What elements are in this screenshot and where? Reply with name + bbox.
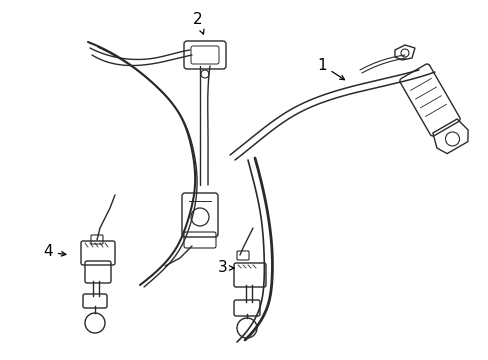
Text: 4: 4 (43, 244, 66, 260)
Text: 2: 2 (193, 13, 203, 34)
Text: 3: 3 (218, 261, 234, 275)
Text: 1: 1 (317, 58, 344, 80)
